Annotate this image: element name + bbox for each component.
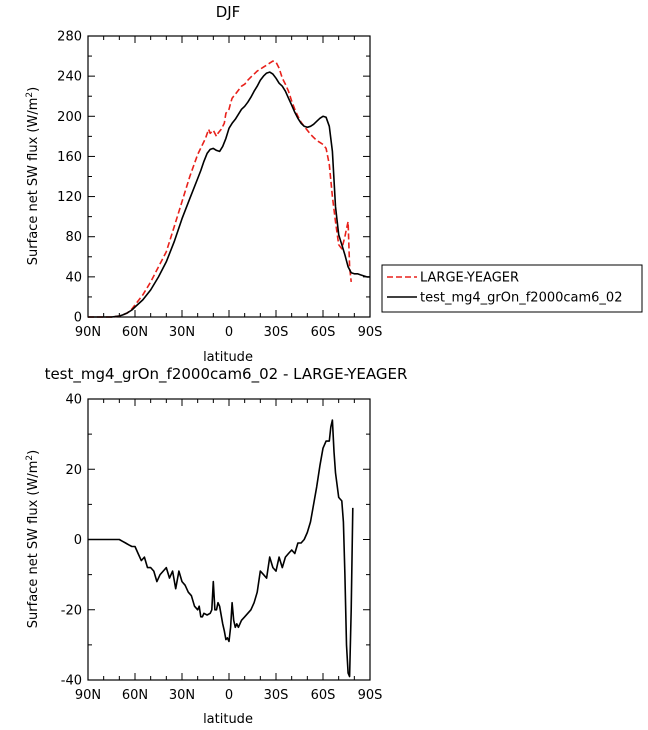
series-line xyxy=(88,71,370,318)
x-tick-label: 60S xyxy=(311,688,336,703)
series-lines xyxy=(88,60,370,318)
y-ticks: 0 40 80 120 160 200 240 280 xyxy=(57,30,370,326)
y-ticks: -40 -20 0 20 40 xyxy=(61,393,370,689)
x-tick-label: 30N xyxy=(169,325,195,340)
x-tick-label: 90N xyxy=(75,325,101,340)
series-line xyxy=(88,419,354,678)
bottom-panel: test_mg4_grOn_f2000cam6_02 - LARGE-YEAGE… xyxy=(25,365,407,727)
x-tick-label: 90S xyxy=(358,325,383,340)
y-tick-label: -40 xyxy=(61,674,82,689)
x-tick-label: 90N xyxy=(75,688,101,703)
y-axis-label: Surface net SW flux (W/m2) xyxy=(25,450,41,628)
series-lines xyxy=(88,419,354,678)
y-tick-label: 20 xyxy=(65,463,82,478)
legend-box xyxy=(381,264,643,313)
chart-title: DJF xyxy=(216,3,241,21)
y-tick-label: 240 xyxy=(57,70,82,85)
x-ticks: 90N 60N 30N 0 30S 60S 90S xyxy=(75,36,383,340)
x-axis-label: latitude xyxy=(203,712,253,727)
legend-label-test-mg4: test_mg4_grOn_f2000cam6_02 xyxy=(420,291,622,306)
x-tick-label: 60N xyxy=(122,688,148,703)
y-tick-label: 40 xyxy=(65,393,82,408)
chart-title: test_mg4_grOn_f2000cam6_02 - LARGE-YEAGE… xyxy=(45,365,408,384)
x-tick-label: 90S xyxy=(358,688,383,703)
x-tick-label: 30S xyxy=(264,688,289,703)
y-tick-label: -20 xyxy=(61,603,82,618)
y-axis-label: Surface net SW flux (W/m2) xyxy=(25,87,41,265)
y-tick-label: 40 xyxy=(65,270,82,285)
x-tick-label: 30S xyxy=(264,325,289,340)
y-tick-label: 160 xyxy=(57,150,82,165)
y-tick-label: 0 xyxy=(74,311,82,326)
y-tick-label: 80 xyxy=(65,230,82,245)
x-tick-label: 30N xyxy=(169,688,195,703)
y-tick-label: 120 xyxy=(57,190,82,205)
plot-frame xyxy=(87,35,371,318)
x-ticks: 90N 60N 30N 0 30S 60S 90S xyxy=(75,399,383,703)
y-tick-label: 280 xyxy=(57,30,82,45)
y-tick-label: 0 xyxy=(74,533,82,548)
x-tick-label: 0 xyxy=(225,688,233,703)
top-panel: DJF latitude Surface net SW flux (W/m2) … xyxy=(25,3,382,365)
x-tick-label: 0 xyxy=(225,325,233,340)
y-tick-label: 200 xyxy=(57,110,82,125)
legend-label-large-yeager: LARGE-YEAGER xyxy=(420,271,519,286)
x-tick-label: 60S xyxy=(311,325,336,340)
x-tick-label: 60N xyxy=(122,325,148,340)
series-line xyxy=(88,60,352,318)
x-axis-label: latitude xyxy=(203,350,253,365)
legend: LARGE-YEAGER test_mg4_grOn_f2000cam6_02 xyxy=(381,264,643,313)
